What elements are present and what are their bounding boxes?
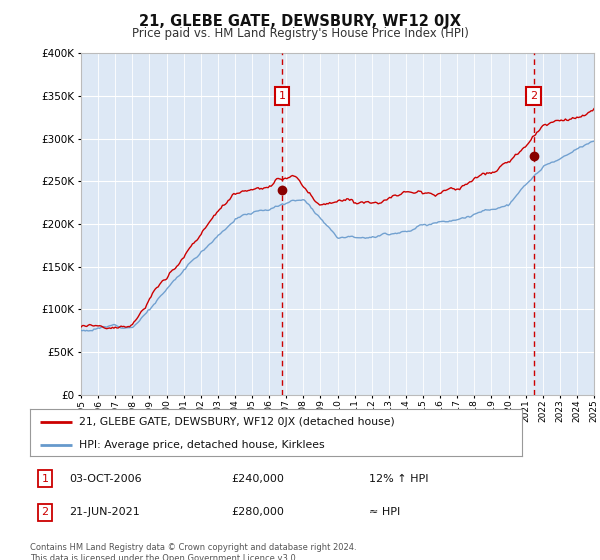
Text: 21, GLEBE GATE, DEWSBURY, WF12 0JX: 21, GLEBE GATE, DEWSBURY, WF12 0JX	[139, 14, 461, 29]
Text: HPI: Average price, detached house, Kirklees: HPI: Average price, detached house, Kirk…	[79, 440, 325, 450]
Text: 1: 1	[278, 91, 286, 101]
Text: 21-JUN-2021: 21-JUN-2021	[69, 507, 140, 517]
Text: Price paid vs. HM Land Registry's House Price Index (HPI): Price paid vs. HM Land Registry's House …	[131, 27, 469, 40]
Text: 2: 2	[41, 507, 49, 517]
Text: 1: 1	[41, 474, 49, 484]
Bar	[282, 53, 533, 395]
Text: ≈ HPI: ≈ HPI	[369, 507, 400, 517]
Text: Contains HM Land Registry data © Crown copyright and database right 2024.
This d: Contains HM Land Registry data © Crown c…	[30, 543, 356, 560]
Text: £240,000: £240,000	[231, 474, 284, 484]
Text: 03-OCT-2006: 03-OCT-2006	[69, 474, 142, 484]
Text: 2: 2	[530, 91, 537, 101]
Text: 21, GLEBE GATE, DEWSBURY, WF12 0JX (detached house): 21, GLEBE GATE, DEWSBURY, WF12 0JX (deta…	[79, 417, 395, 427]
Text: 12% ↑ HPI: 12% ↑ HPI	[369, 474, 428, 484]
Text: £280,000: £280,000	[231, 507, 284, 517]
